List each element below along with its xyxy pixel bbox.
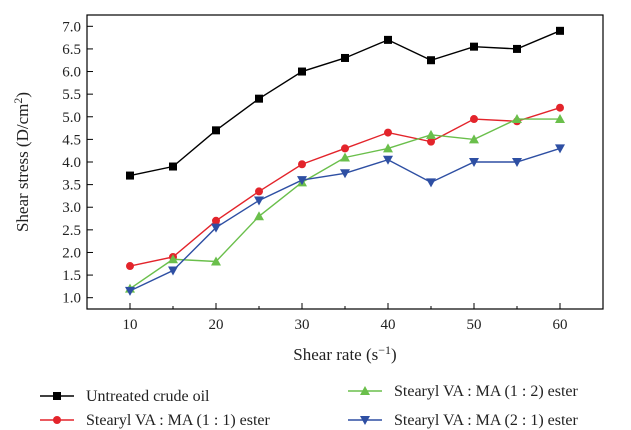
data-point <box>427 137 435 146</box>
data-point <box>470 115 478 124</box>
y-tick-label: 5.5 <box>62 87 81 103</box>
data-point <box>341 144 349 153</box>
series-stearyl-va-ma-2-1-ester <box>125 144 565 296</box>
legend-swatch-marker <box>53 392 61 400</box>
y-tick-label: 6.5 <box>62 42 81 58</box>
data-point <box>469 134 479 144</box>
legend-label: Stearyl VA : MA (1 : 2) ester <box>394 383 579 400</box>
data-point <box>168 266 178 276</box>
x-tick-label: 60 <box>553 317 568 333</box>
data-point <box>255 94 263 103</box>
data-point <box>168 254 178 264</box>
data-point <box>555 114 565 124</box>
series-stearyl-va-ma-1-1-ester <box>126 103 564 271</box>
x-axis-label-main: Shear rate (s <box>293 345 378 364</box>
data-point <box>169 162 177 171</box>
plot-series <box>125 26 565 296</box>
y-tick-label: 2.0 <box>62 245 81 261</box>
data-point <box>341 53 349 62</box>
data-point <box>383 155 393 165</box>
data-point <box>427 56 435 65</box>
data-point <box>126 262 134 271</box>
y-tick-label: 7.0 <box>62 19 81 35</box>
legend-swatch-marker <box>53 416 61 424</box>
data-point <box>298 160 306 169</box>
legend-item-stearyl-va-ma-2-1-ester: Stearyl VA : MA (2 : 1) ester <box>348 412 579 429</box>
legend-swatch-marker <box>360 386 370 395</box>
data-point <box>211 256 221 266</box>
data-point <box>298 67 306 76</box>
data-point <box>254 196 264 206</box>
y-axis-label-main: Shear stress (D/cm <box>13 104 32 232</box>
y-tick-label: 3.5 <box>62 178 81 194</box>
x-axis-label: Shear rate (s−1) <box>293 343 396 364</box>
x-axis: 10 20 30 40 50 60 <box>86 303 604 333</box>
data-point <box>384 128 392 137</box>
data-point <box>426 178 436 188</box>
x-tick-label: 10 <box>123 317 138 333</box>
y-axis: 1.0 1.5 2.0 2.5 3.0 3.5 4.0 4.5 5.0 5.5 6.0 6.5 7.0 <box>62 19 93 307</box>
x-tick-label: 20 <box>209 317 224 333</box>
series-line <box>129 107 561 267</box>
data-point <box>212 216 220 225</box>
data-point <box>556 103 564 112</box>
y-tick-label: 4.5 <box>62 132 81 148</box>
data-point <box>384 35 392 44</box>
legend-label: Stearyl VA : MA (1 : 1) ester <box>86 412 271 429</box>
data-point <box>512 114 522 124</box>
data-point <box>469 158 479 167</box>
x-tick-label: 30 <box>295 317 310 333</box>
legend-swatch-marker <box>360 416 370 425</box>
data-point <box>211 223 221 233</box>
data-point <box>212 126 220 135</box>
data-point <box>513 44 521 53</box>
y-tick-label: 1.5 <box>62 268 81 284</box>
data-point <box>340 152 350 162</box>
data-point <box>297 176 307 186</box>
x-axis-label-end: ) <box>391 345 397 364</box>
y-axis-label-end: ) <box>13 92 32 98</box>
data-point <box>512 158 522 167</box>
data-point <box>555 144 565 154</box>
y-axis-label-sup: 2 <box>11 98 25 104</box>
legend-label: Untreated crude oil <box>86 388 210 405</box>
y-tick-label: 5.0 <box>62 110 81 126</box>
y-tick-label: 1.0 <box>62 291 81 307</box>
y-tick-label: 6.0 <box>62 65 81 81</box>
y-tick-label: 4.0 <box>62 155 81 171</box>
data-point <box>426 129 436 139</box>
series-stearyl-va-ma-1-2-ester <box>125 114 565 293</box>
legend-item-stearyl-va-ma-1-1-ester: Stearyl VA : MA (1 : 1) ester <box>40 412 271 429</box>
data-point <box>556 26 564 35</box>
x-tick-label: 50 <box>467 317 482 333</box>
legend-item-untreated-crude-oil: Untreated crude oil <box>40 388 210 405</box>
data-point <box>340 169 350 179</box>
legend: Untreated crude oil Stearyl VA : MA (1 : … <box>40 383 579 429</box>
data-point <box>383 143 393 153</box>
data-point <box>470 42 478 51</box>
y-tick-label: 3.0 <box>62 200 81 216</box>
data-point <box>254 211 264 221</box>
data-point <box>255 187 263 196</box>
x-axis-label-sup: −1 <box>378 343 391 357</box>
data-point <box>126 171 134 180</box>
series-untreated-crude-oil <box>126 26 564 180</box>
y-tick-label: 2.5 <box>62 223 81 239</box>
x-tick-label: 40 <box>381 317 396 333</box>
legend-label: Stearyl VA : MA (2 : 1) ester <box>394 412 579 429</box>
data-point <box>125 286 135 296</box>
legend-item-stearyl-va-ma-1-2-ester: Stearyl VA : MA (1 : 2) ester <box>348 383 579 400</box>
y-axis-label: Shear stress (D/cm2) <box>11 92 32 232</box>
